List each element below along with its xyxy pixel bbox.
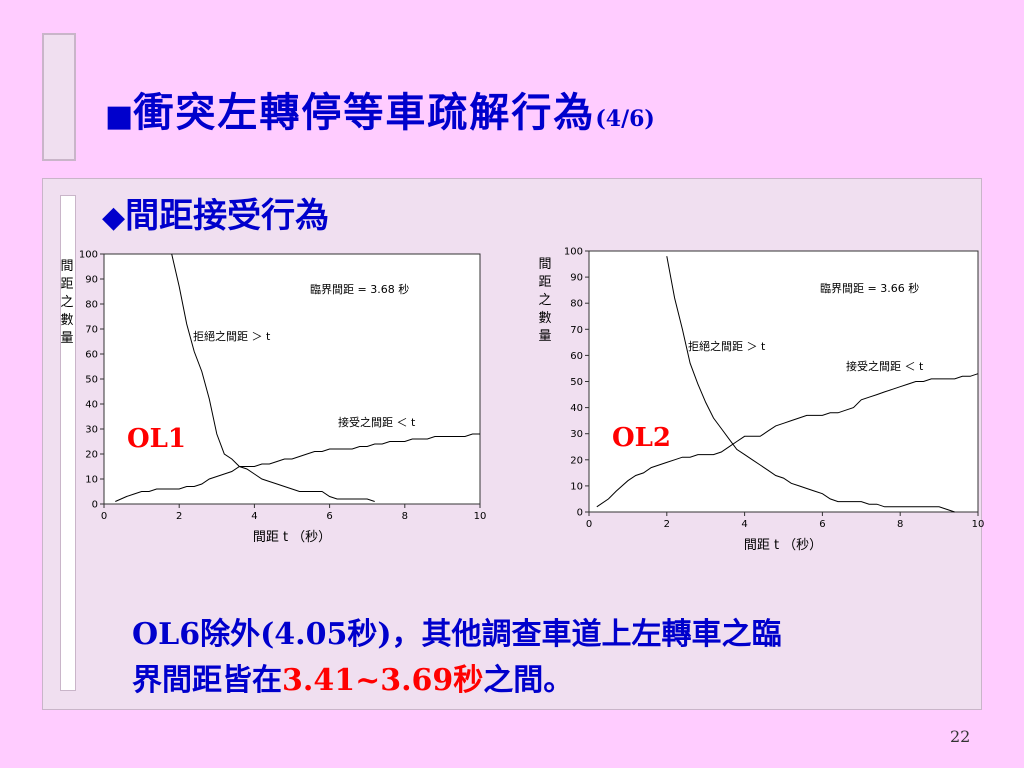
chart2-y-tick-label: 30 bbox=[570, 429, 583, 440]
chart2-rejected-gap-label: 拒絕之間距 ＞ t bbox=[688, 339, 766, 353]
conclusion-line-2-prefix: 界間距皆在 bbox=[132, 663, 282, 698]
chart1-y-axis-label-char: 之 bbox=[60, 295, 73, 310]
chart1-y-tick-label: 20 bbox=[85, 450, 98, 461]
chart1-plot-area bbox=[103, 253, 481, 505]
chart1-y-tick-label: 60 bbox=[85, 350, 98, 361]
title-text: 衝突左轉停等車疏解行為 bbox=[133, 89, 596, 136]
chart2-y-tick-label: 80 bbox=[570, 299, 583, 310]
chart1-x-tick-label: 2 bbox=[176, 511, 182, 522]
chart1-y-tick-label: 10 bbox=[85, 475, 98, 486]
title-decoration-bar bbox=[42, 33, 76, 161]
chart2-critical-gap-label: 臨界間距 = 3.66 秒 bbox=[820, 281, 919, 295]
chart2-y-tick-label: 10 bbox=[570, 481, 583, 492]
slide-title: ■衝突左轉停等車疏解行為(4/6) bbox=[105, 80, 655, 138]
chart1-x-tick-label: 10 bbox=[474, 511, 487, 522]
chart2-y-tick-label: 90 bbox=[570, 273, 583, 284]
chart2-y-axis-label-char: 之 bbox=[538, 293, 551, 308]
chart1-accepted-gap-label: 接受之間距 ＜ t bbox=[338, 415, 416, 429]
square-bullet-icon: ■ bbox=[105, 99, 134, 134]
conclusion-line-1: OL6除外(4.05秒)，其他調查車道上左轉車之臨 bbox=[132, 617, 782, 652]
chart1-y-tick-label: 100 bbox=[79, 250, 98, 261]
chart1-y-tick-label: 0 bbox=[92, 500, 98, 511]
chart1-x-tick-label: 4 bbox=[251, 511, 257, 522]
chart2-y-axis-label-char: 數 bbox=[538, 311, 551, 326]
chart2-y-axis-label-char: 距 bbox=[538, 275, 551, 290]
chart1-rejected-gap-line bbox=[171, 253, 375, 502]
chart2-x-tick-label: 2 bbox=[664, 519, 670, 530]
chart1-y-tick-label: 90 bbox=[85, 275, 98, 286]
chart1-lane-label: OL1 bbox=[127, 424, 186, 454]
chart1-y-axis-label-char: 數 bbox=[60, 313, 73, 328]
chart1-critical-gap-label: 臨界間距 = 3.68 秒 bbox=[310, 282, 409, 296]
chart2-y-tick-label: 50 bbox=[570, 377, 583, 388]
chart1-y-axis-label-char: 量 bbox=[60, 331, 73, 346]
conclusion-line-2: 界間距皆在3.41~3.69秒之間。 bbox=[132, 658, 972, 704]
chart2-y-tick-label: 100 bbox=[564, 247, 583, 258]
chart1-y-tick-label: 80 bbox=[85, 300, 98, 311]
page-number: 22 bbox=[950, 727, 971, 746]
chart1-x-axis-label: 間距 t （秒） bbox=[253, 530, 331, 545]
chart2-accepted-gap-line bbox=[596, 373, 979, 508]
chart2-y-tick-label: 40 bbox=[570, 403, 583, 414]
chart2-y-axis-label-char: 量 bbox=[538, 329, 551, 344]
chart2-y-axis-label-char: 間 bbox=[538, 257, 551, 272]
chart2-y-tick-label: 20 bbox=[570, 455, 583, 466]
critical-gap-range: 3.41~3.69秒 bbox=[282, 663, 484, 698]
chart1-x-tick-label: 8 bbox=[402, 511, 408, 522]
chart2-x-axis-label: 間距 t （秒） bbox=[744, 538, 822, 553]
conclusion-line-2-suffix: 之間。 bbox=[483, 663, 574, 698]
chart1-x-tick-label: 0 bbox=[101, 511, 107, 522]
chart1-y-axis-label-char: 間 bbox=[60, 259, 73, 274]
chart1-y-tick-label: 50 bbox=[85, 375, 98, 386]
chart1-y-tick-label: 70 bbox=[85, 325, 98, 336]
chart1-y-axis-label-char: 距 bbox=[60, 277, 73, 292]
chart1-accepted-gap-line bbox=[115, 433, 480, 502]
chart2-accepted-gap-label: 接受之間距 ＜ t bbox=[846, 359, 924, 373]
chart2-y-tick-label: 0 bbox=[577, 508, 583, 519]
chart1-y-tick-label: 40 bbox=[85, 400, 98, 411]
subtitle-text: 間距接受行為 bbox=[125, 196, 330, 236]
chart2-x-tick-label: 4 bbox=[741, 519, 747, 530]
title-part-number: (4/6) bbox=[595, 106, 655, 132]
chart2-lane-label: OL2 bbox=[612, 423, 671, 453]
chart2-y-tick-label: 60 bbox=[570, 351, 583, 362]
chart1-x-tick-label: 6 bbox=[326, 511, 332, 522]
chart1-rejected-gap-label: 拒絕之間距 ＞ t bbox=[193, 329, 271, 343]
chart2-y-tick-label: 70 bbox=[570, 325, 583, 336]
chart2-x-tick-label: 0 bbox=[586, 519, 592, 530]
chart2-x-tick-label: 10 bbox=[972, 519, 985, 530]
chart2-x-tick-label: 6 bbox=[819, 519, 825, 530]
panel-side-strip bbox=[60, 195, 76, 691]
diamond-bullet-icon: ◆ bbox=[102, 200, 126, 235]
conclusion-text: OL6除外(4.05秒)，其他調查車道上左轉車之臨 界間距皆在3.41~3.69… bbox=[132, 612, 972, 704]
chart2-plot-area bbox=[588, 250, 979, 513]
section-subtitle: ◆間距接受行為 bbox=[102, 188, 329, 237]
chart1-y-tick-label: 30 bbox=[85, 425, 98, 436]
chart2-x-tick-label: 8 bbox=[897, 519, 903, 530]
chart2-rejected-gap-line bbox=[666, 256, 955, 513]
